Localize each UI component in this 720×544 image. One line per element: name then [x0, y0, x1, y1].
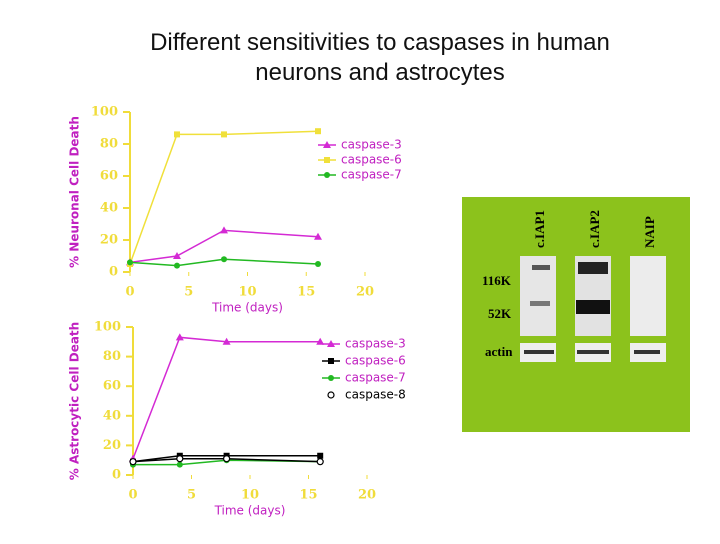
- western-blot: c.IAP1 c.IAP2 NAIP 116K 52K actin: [462, 197, 690, 432]
- slide-title: Different sensitivities to caspases in h…: [150, 29, 610, 86]
- y-tick-label: 40: [100, 201, 118, 216]
- legend-label: caspase-7: [345, 371, 406, 385]
- band: [577, 350, 609, 354]
- band: [576, 300, 610, 314]
- point: [222, 337, 231, 345]
- x-tick-label: 15: [297, 285, 315, 300]
- x-tick-label: 5: [184, 285, 193, 300]
- series-line: [132, 455, 321, 463]
- point: [314, 232, 322, 240]
- y-axis-label: % Astrocytic Cell Death: [68, 322, 82, 480]
- series-line: [132, 457, 321, 463]
- y-tick-label: 60: [100, 169, 118, 184]
- legend-marker: [327, 391, 335, 399]
- point: [176, 455, 184, 463]
- y-tick-label: 80: [103, 349, 121, 364]
- loading-label: actin: [485, 344, 513, 359]
- x-tick-label: 0: [128, 488, 137, 503]
- series-line: [132, 336, 321, 459]
- lane-label: c.IAP2: [587, 210, 602, 248]
- y-tick-label: 100: [94, 320, 121, 335]
- series-line: [129, 130, 319, 265]
- x-tick-label: 0: [125, 285, 134, 300]
- point: [173, 252, 181, 259]
- band: [524, 350, 554, 354]
- legend-label: caspase-3: [345, 337, 406, 351]
- band: [530, 301, 550, 306]
- y-tick-label: 0: [112, 468, 121, 483]
- point: [220, 226, 228, 234]
- series-line: [129, 229, 319, 264]
- point: [174, 262, 180, 269]
- point: [174, 131, 180, 138]
- point: [176, 461, 183, 468]
- point: [316, 337, 325, 345]
- lane-label: NAIP: [642, 216, 657, 248]
- x-tick-label: 20: [356, 285, 374, 300]
- point: [315, 261, 321, 267]
- point: [129, 458, 137, 466]
- series-line: [129, 258, 319, 267]
- legend-label: caspase-6: [345, 354, 406, 368]
- y-tick-label: 0: [109, 265, 118, 280]
- y-tick-label: 100: [91, 105, 118, 120]
- lane: [630, 256, 666, 336]
- legend-marker: [324, 172, 330, 178]
- y-axis-label: % Neuronal Cell Death: [68, 116, 82, 268]
- point: [175, 333, 184, 341]
- point: [316, 458, 324, 466]
- marker-label: 116K: [482, 273, 512, 288]
- x-tick-label: 10: [238, 285, 256, 300]
- point: [315, 128, 321, 135]
- legend-label: caspase-8: [345, 388, 406, 402]
- x-axis-label: Time (days): [211, 301, 283, 315]
- band: [634, 350, 660, 354]
- legend-marker: [328, 358, 334, 364]
- x-tick-label: 20: [358, 488, 376, 503]
- slide-title-text: Different sensitivities to caspases in h…: [150, 29, 610, 86]
- x-tick-label: 15: [299, 488, 317, 503]
- y-tick-label: 80: [100, 137, 118, 152]
- y-tick-label: 20: [100, 233, 118, 248]
- y-tick-label: 40: [103, 408, 121, 423]
- legend-label: caspase-6: [341, 153, 402, 167]
- marker-label: 52K: [488, 306, 512, 321]
- point: [221, 256, 227, 263]
- point: [221, 131, 227, 138]
- point: [317, 452, 324, 459]
- band: [578, 262, 608, 274]
- y-tick-label: 20: [103, 438, 121, 453]
- legend-label: caspase-3: [341, 138, 402, 152]
- band: [532, 265, 550, 270]
- lane-label: c.IAP1: [532, 210, 547, 248]
- legend-marker: [324, 157, 330, 163]
- legend-label: caspase-7: [341, 168, 402, 182]
- x-axis-label: Time (days): [214, 504, 286, 518]
- legend-marker: [328, 375, 334, 381]
- legend-marker: [323, 141, 331, 148]
- x-tick-label: 5: [187, 488, 196, 503]
- y-tick-label: 60: [103, 379, 121, 394]
- legend-marker: [327, 340, 335, 347]
- x-tick-label: 10: [241, 488, 259, 503]
- point: [223, 455, 231, 463]
- point: [127, 259, 133, 266]
